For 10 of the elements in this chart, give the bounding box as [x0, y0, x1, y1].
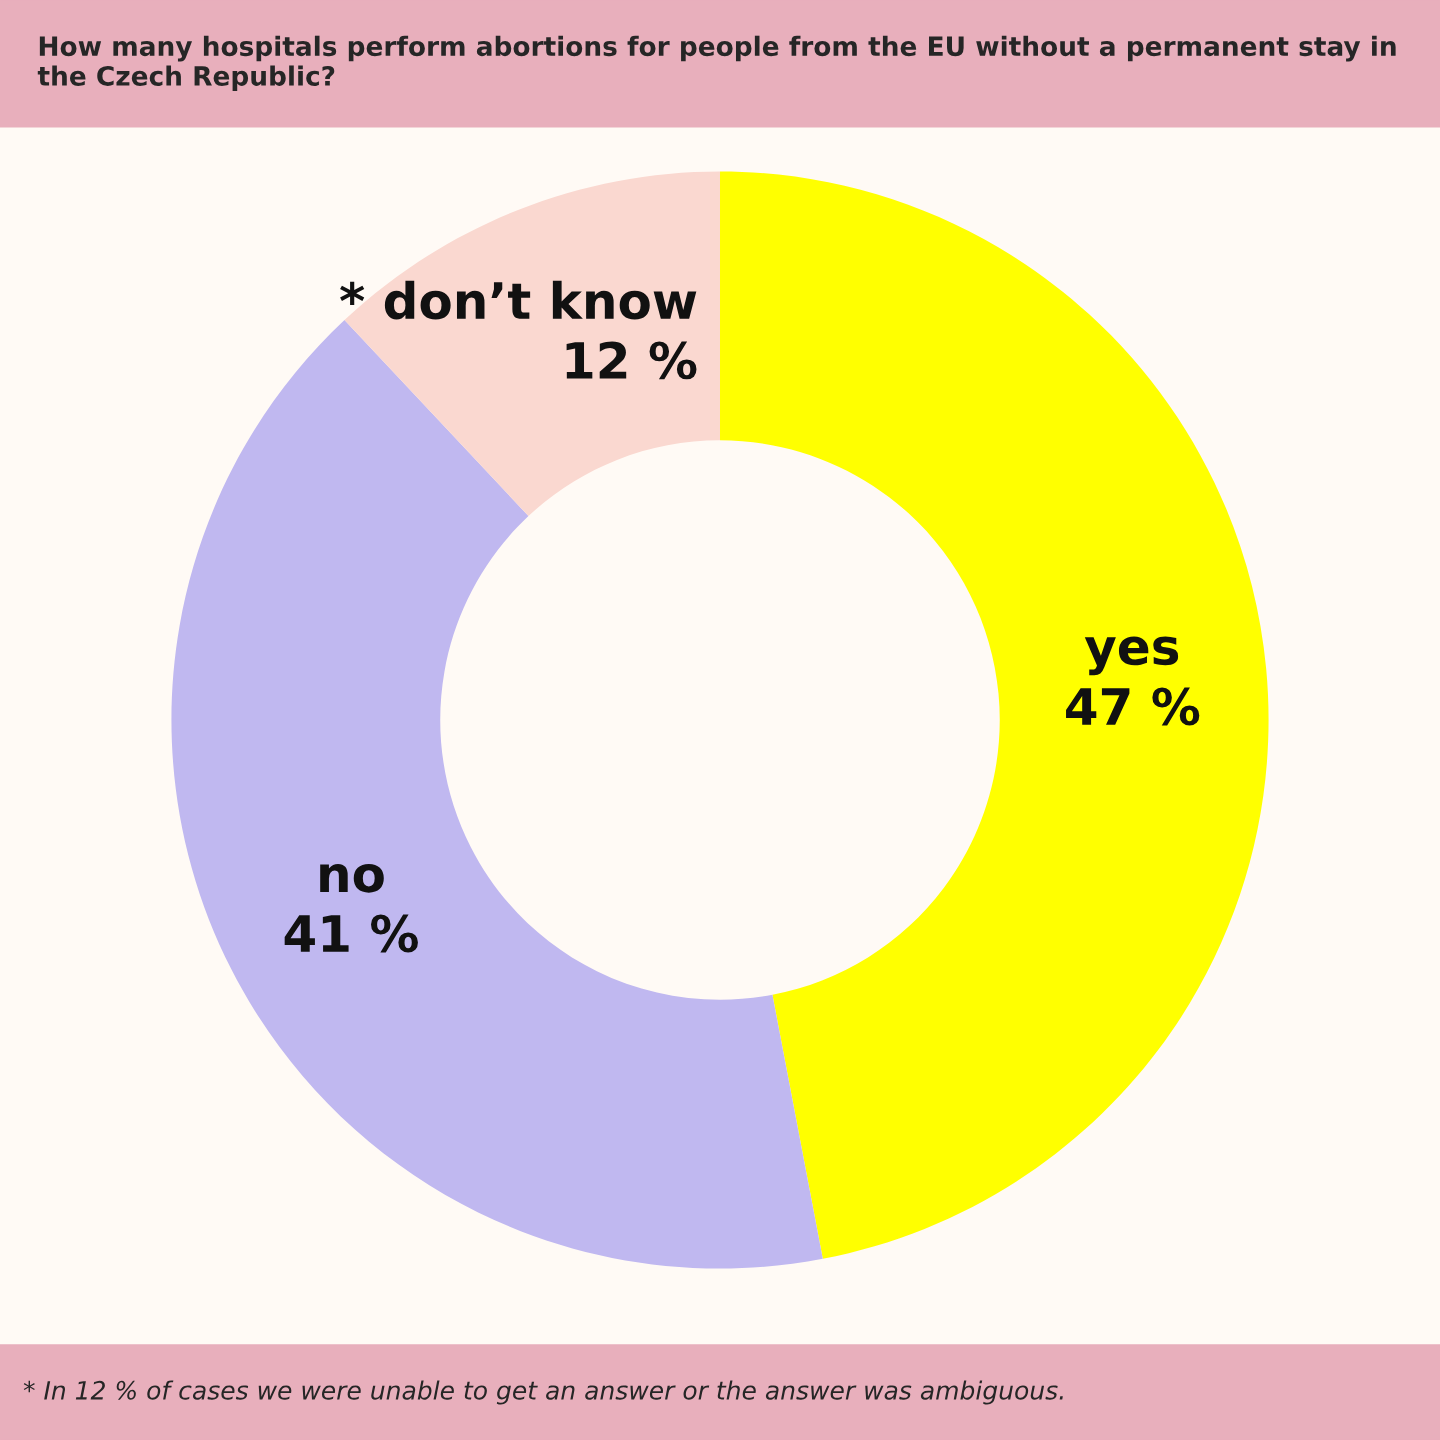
chart-title: How many hospitals perform abortions for people from the EU without a permanent stay in the Czech Republic? [37, 35, 1396, 92]
text: * In 12 % of cases we were unable to get an answer or the answer was ambiguous. [23, 1380, 1063, 1405]
slice-label: * don’t know [340, 280, 697, 320]
donut-slice [720, 171, 1269, 1259]
slice-label: no [320, 863, 384, 893]
data-label: 47 % [1066, 687, 1200, 726]
donut-slice [171, 320, 823, 1269]
slice-label: yes [1084, 636, 1179, 676]
data-label: 41 % [284, 914, 418, 953]
data-label: 12 % [566, 341, 697, 380]
